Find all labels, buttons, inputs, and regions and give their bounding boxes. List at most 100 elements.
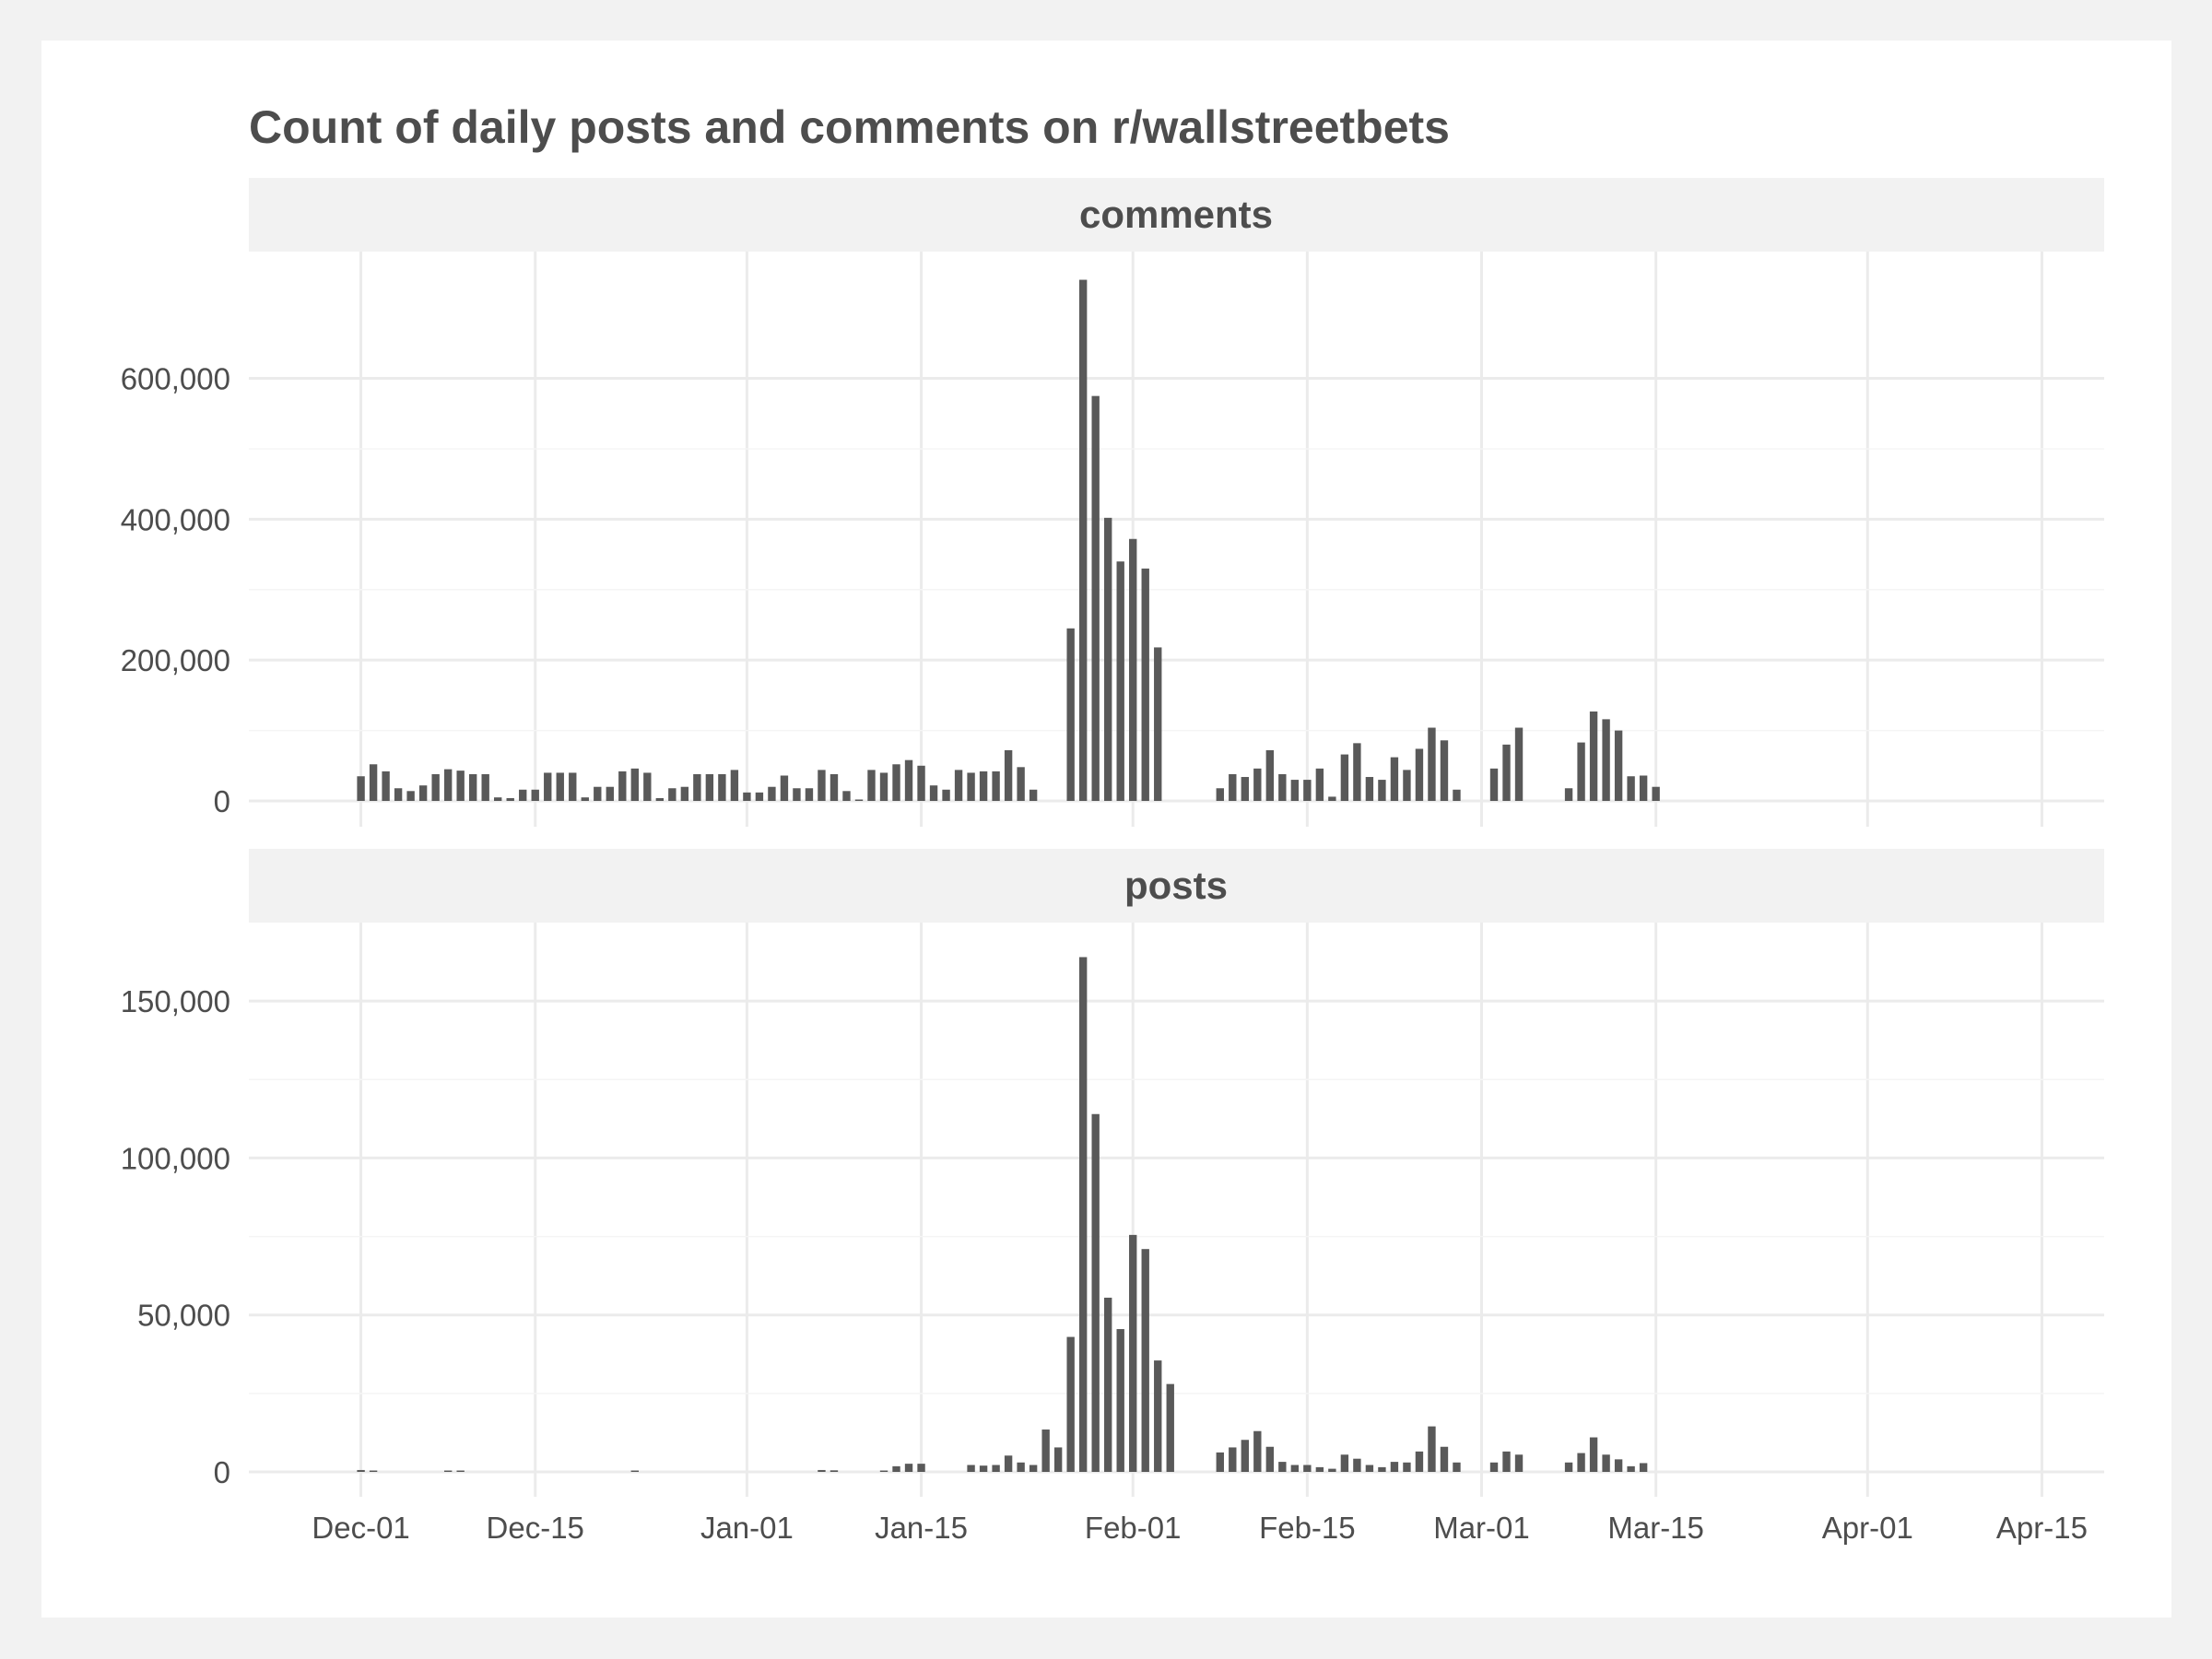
bar bbox=[967, 772, 975, 801]
x-gridlines-comments bbox=[359, 252, 2043, 827]
strip-label-comments: comments bbox=[1079, 193, 1273, 236]
bar bbox=[569, 772, 577, 801]
bar bbox=[1216, 788, 1224, 801]
chart: Count of daily posts and comments on r/w… bbox=[121, 101, 2104, 1545]
bar bbox=[1328, 796, 1336, 801]
bar bbox=[992, 771, 1000, 801]
bar bbox=[1303, 1465, 1312, 1472]
bar bbox=[443, 769, 453, 801]
bar bbox=[431, 773, 440, 801]
bar bbox=[1241, 777, 1249, 801]
bar bbox=[630, 768, 640, 801]
x-tick-label: Jan-01 bbox=[700, 1511, 794, 1545]
bar bbox=[917, 1464, 925, 1472]
bar bbox=[369, 1470, 378, 1472]
bar bbox=[1141, 1249, 1149, 1472]
bar bbox=[1017, 1462, 1025, 1472]
bar bbox=[793, 788, 801, 801]
y-axis-comments: 0 200,000 400,000 600,000 bbox=[121, 362, 230, 818]
bar bbox=[556, 772, 564, 801]
bar bbox=[1514, 727, 1524, 801]
y-tick-label: 50,000 bbox=[137, 1299, 230, 1333]
bar bbox=[481, 773, 489, 801]
bar bbox=[1091, 1113, 1100, 1472]
plot-background: Count of daily posts and comments on r/w… bbox=[41, 41, 2171, 1618]
bar bbox=[992, 1465, 1000, 1472]
bar bbox=[1589, 711, 1598, 801]
bar bbox=[519, 789, 527, 801]
bar bbox=[1639, 775, 1648, 801]
y-axis-posts: 0 50,000 100,000 150,000 bbox=[121, 984, 230, 1489]
bars-comments bbox=[357, 279, 1660, 802]
bar bbox=[456, 771, 465, 801]
bar bbox=[1502, 1451, 1511, 1472]
bar bbox=[1390, 757, 1399, 801]
facet-posts: posts 0 50,000 100,000 150,000 bbox=[121, 849, 2104, 1497]
bar bbox=[718, 773, 726, 801]
bar bbox=[1278, 1462, 1287, 1472]
bar bbox=[1029, 1465, 1038, 1472]
bar bbox=[1514, 1454, 1524, 1472]
y-tick-label: 0 bbox=[214, 1455, 230, 1489]
bar bbox=[1378, 1466, 1386, 1472]
x-tick-label: Feb-15 bbox=[1259, 1511, 1356, 1545]
chart-title: Count of daily posts and comments on r/w… bbox=[249, 101, 1450, 153]
bar bbox=[705, 773, 714, 801]
bar bbox=[1489, 768, 1499, 801]
y-gridlines-comments bbox=[249, 377, 2104, 803]
bar bbox=[929, 785, 938, 801]
bar bbox=[892, 1465, 900, 1472]
bar bbox=[867, 770, 876, 801]
bar bbox=[1116, 561, 1124, 801]
x-tick-label: Apr-01 bbox=[1822, 1511, 1913, 1545]
bar bbox=[1378, 780, 1386, 801]
bar bbox=[1428, 727, 1436, 801]
bar bbox=[1415, 748, 1424, 801]
bar bbox=[818, 1469, 826, 1472]
bar bbox=[630, 1470, 640, 1472]
bar bbox=[1104, 1297, 1112, 1472]
bar bbox=[1129, 1234, 1137, 1472]
bar bbox=[1614, 1459, 1623, 1472]
bar bbox=[854, 799, 864, 801]
bar bbox=[1154, 1360, 1162, 1472]
y-tick-label: 600,000 bbox=[121, 362, 230, 396]
bar bbox=[1216, 1452, 1224, 1472]
bar bbox=[1066, 628, 1075, 801]
bar bbox=[904, 759, 913, 801]
bar bbox=[879, 1470, 888, 1472]
bar bbox=[1315, 1466, 1324, 1472]
bar bbox=[1390, 1462, 1399, 1472]
bar bbox=[879, 772, 888, 801]
x-tick-label: Feb-01 bbox=[1085, 1511, 1182, 1545]
bar bbox=[468, 773, 477, 801]
bar bbox=[1340, 754, 1349, 801]
x-tick-label: Dec-15 bbox=[487, 1511, 584, 1545]
bar bbox=[1091, 395, 1100, 801]
bar bbox=[917, 765, 925, 801]
bar bbox=[1340, 1454, 1349, 1472]
x-tick-label: Jan-15 bbox=[875, 1511, 968, 1545]
bar bbox=[1403, 1462, 1411, 1472]
bar bbox=[1104, 517, 1112, 801]
bar bbox=[1315, 768, 1324, 801]
strip-label-posts: posts bbox=[1124, 864, 1228, 907]
facet-comments: comments 0 200,000 400,000 600,000 bbox=[121, 178, 2104, 827]
bar bbox=[1253, 1430, 1262, 1472]
x-tick-label: Mar-15 bbox=[1607, 1511, 1704, 1545]
bar bbox=[394, 788, 403, 801]
bar bbox=[1602, 719, 1610, 801]
bar bbox=[979, 771, 988, 801]
bar bbox=[954, 770, 963, 801]
bar bbox=[1602, 1454, 1610, 1472]
bar bbox=[1290, 780, 1300, 801]
bar bbox=[1116, 1329, 1124, 1472]
bar bbox=[544, 772, 552, 801]
bar bbox=[693, 773, 701, 801]
strip-comments bbox=[249, 178, 2104, 252]
bar bbox=[1627, 1465, 1635, 1472]
bar bbox=[1564, 788, 1573, 801]
bar bbox=[606, 786, 614, 801]
bar bbox=[668, 788, 677, 801]
bar bbox=[830, 1470, 839, 1472]
